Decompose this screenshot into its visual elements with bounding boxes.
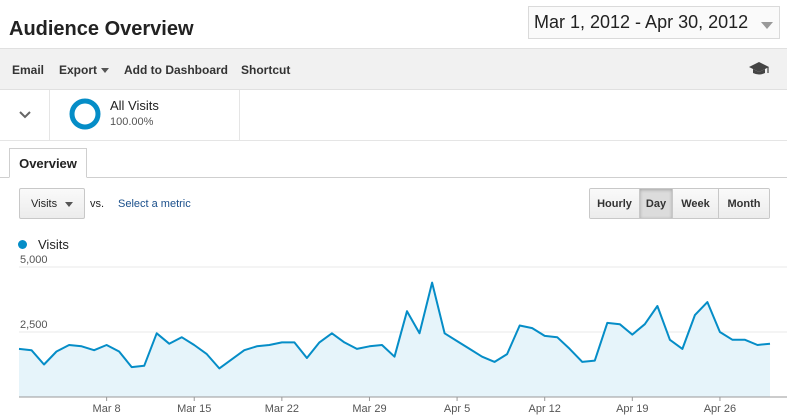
range-week-button[interactable]: Week [673, 189, 719, 218]
x-tick-label: Mar 15 [177, 403, 211, 415]
segment-percent: 100.00% [110, 116, 154, 128]
segment-toggle[interactable] [0, 90, 50, 140]
segment-card[interactable]: All Visits 100.00% [50, 90, 240, 140]
tab-overview[interactable]: Overview [9, 148, 87, 178]
x-tick-label: Mar 29 [352, 403, 386, 415]
page-title: Audience Overview [9, 18, 194, 40]
legend-dot [18, 240, 27, 249]
export-dropdown-icon [101, 68, 110, 74]
toolbar: Email Export Add to Dashboard Shortcut [0, 48, 787, 90]
segment-bar: All Visits 100.00% [0, 90, 787, 141]
range-month-button[interactable]: Month [719, 189, 769, 218]
metric-dropdown-icon [65, 202, 73, 207]
series-area [19, 282, 770, 397]
legend-label: Visits [38, 237, 69, 252]
x-tick-label: Mar 8 [93, 403, 121, 415]
range-button-group: Hourly Day Week Month [589, 188, 770, 219]
chart-legend: Visits [18, 237, 69, 252]
select-metric-link[interactable]: Select a metric [118, 198, 191, 210]
y-tick-label: 2,500 [20, 319, 48, 331]
range-day-button[interactable]: Day [640, 189, 673, 218]
x-tick-label: Mar 22 [265, 403, 299, 415]
segment-name: All Visits [110, 98, 159, 113]
export-label: Export [59, 63, 98, 77]
metric-select-label: Visits [31, 197, 58, 210]
add-to-dashboard-button[interactable]: Add to Dashboard [124, 63, 228, 77]
vs-label: vs. [90, 198, 105, 210]
metric-select[interactable]: Visits [19, 188, 85, 219]
tab-baseline [0, 177, 787, 178]
export-button[interactable]: Export [59, 63, 110, 77]
x-tick-label: Apr 12 [528, 403, 560, 415]
range-hourly-button[interactable]: Hourly [590, 189, 640, 218]
email-button[interactable]: Email [12, 63, 45, 77]
date-range-label: Mar 1, 2012 - Apr 30, 2012 [534, 12, 749, 32]
date-range-dropdown-icon [761, 22, 773, 29]
shortcut-button[interactable]: Shortcut [241, 63, 291, 77]
series-line [18, 281, 771, 370]
segment-donut-icon [69, 98, 101, 130]
x-tick-label: Apr 19 [616, 403, 648, 415]
chevron-down-icon [18, 111, 31, 119]
visits-chart: 2,500 5,000 Mar 8 Mar 15 Mar 22 Mar 29 Apr 5 Ap… [18, 255, 787, 415]
graduation-cap-icon[interactable] [748, 61, 770, 82]
x-tick-label: Apr 5 [444, 403, 470, 415]
date-range-picker[interactable]: Mar 1, 2012 - Apr 30, 2012 [528, 6, 780, 39]
y-tick-label: 5,000 [20, 255, 48, 266]
x-tick-label: Apr 26 [704, 403, 736, 415]
